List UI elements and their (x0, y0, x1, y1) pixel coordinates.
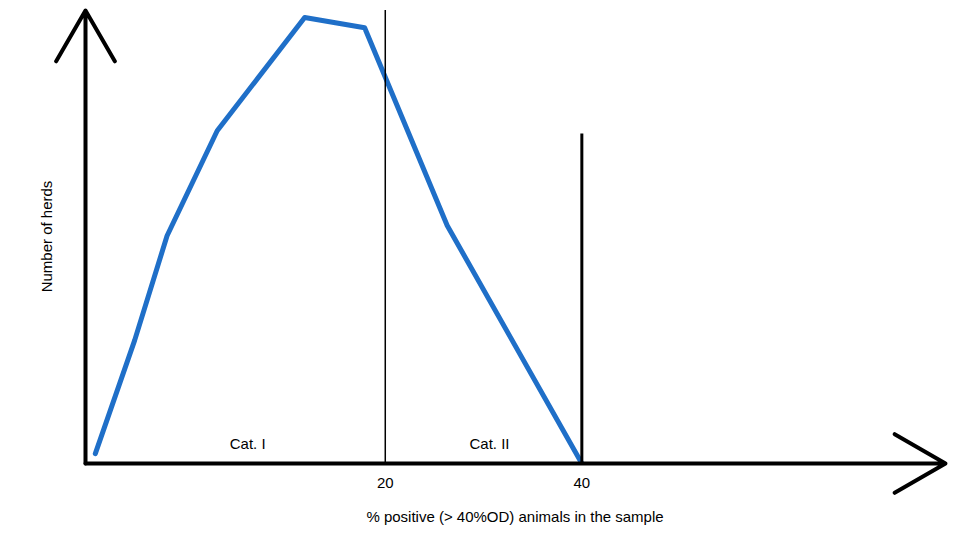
svg-text:Cat. I: Cat. I (230, 435, 266, 452)
svg-text:Number of herds: Number of herds (38, 181, 55, 293)
svg-text:20: 20 (377, 474, 394, 491)
svg-text:% positive (> 40%OD) animals i: % positive (> 40%OD) animals in the samp… (366, 508, 663, 525)
svg-text:Cat. II: Cat. II (469, 435, 509, 452)
svg-text:40: 40 (573, 474, 590, 491)
